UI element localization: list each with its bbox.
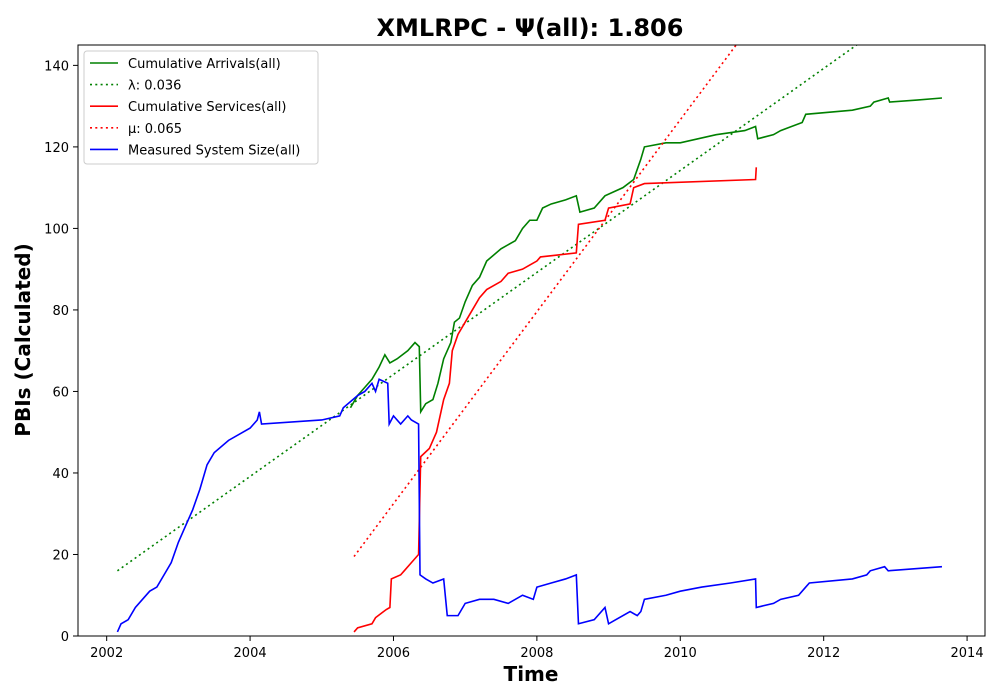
x-axis: 2002 2004 2006 2008 2010 2012 2014 bbox=[90, 636, 984, 661]
legend-entry-4: Measured System Size(all) bbox=[128, 143, 300, 158]
plot-frame bbox=[77, 44, 986, 637]
x-tick-label: 2014 bbox=[951, 646, 984, 661]
y-tick-label: 20 bbox=[52, 548, 69, 563]
x-tick-label: 2008 bbox=[520, 646, 553, 661]
x-axis-label: Time bbox=[504, 662, 559, 686]
series-line-2 bbox=[353, 167, 758, 633]
y-tick-label: 60 bbox=[52, 385, 69, 400]
legend-entry-2: Cumulative Services(all) bbox=[128, 100, 286, 115]
legend-entry-3: μ: 0.065 bbox=[128, 122, 182, 137]
legend: Cumulative Arrivals(all) λ: 0.036 Cumulati… bbox=[83, 50, 319, 165]
y-tick-label: 120 bbox=[44, 141, 69, 156]
y-axis: 0 20 40 60 80 100 120 140 bbox=[44, 59, 78, 645]
y-tick-label: 140 bbox=[44, 59, 69, 74]
x-tick-label: 2006 bbox=[377, 646, 410, 661]
legend-entry-1: λ: 0.036 bbox=[128, 79, 181, 94]
series-layer bbox=[116, 45, 943, 633]
legend-entry-0: Cumulative Arrivals(all) bbox=[128, 57, 281, 72]
y-tick-label: 80 bbox=[52, 304, 69, 319]
legend-box bbox=[83, 50, 319, 165]
chart-title: XMLRPC - Ψ(all): 1.806 bbox=[377, 14, 684, 42]
x-tick-label: 2012 bbox=[807, 646, 840, 661]
y-tick-label: 40 bbox=[52, 467, 69, 482]
series-line-4 bbox=[116, 378, 943, 633]
x-tick-label: 2004 bbox=[234, 646, 267, 661]
series-line-1 bbox=[116, 45, 859, 572]
x-tick-label: 2002 bbox=[90, 646, 123, 661]
y-axis-label: PBIs (Calculated) bbox=[11, 243, 35, 436]
series-line-3 bbox=[353, 45, 738, 557]
x-tick-label: 2010 bbox=[664, 646, 697, 661]
y-tick-label: 100 bbox=[44, 222, 69, 237]
y-tick-label: 0 bbox=[61, 630, 69, 645]
series-line-0 bbox=[349, 97, 943, 415]
